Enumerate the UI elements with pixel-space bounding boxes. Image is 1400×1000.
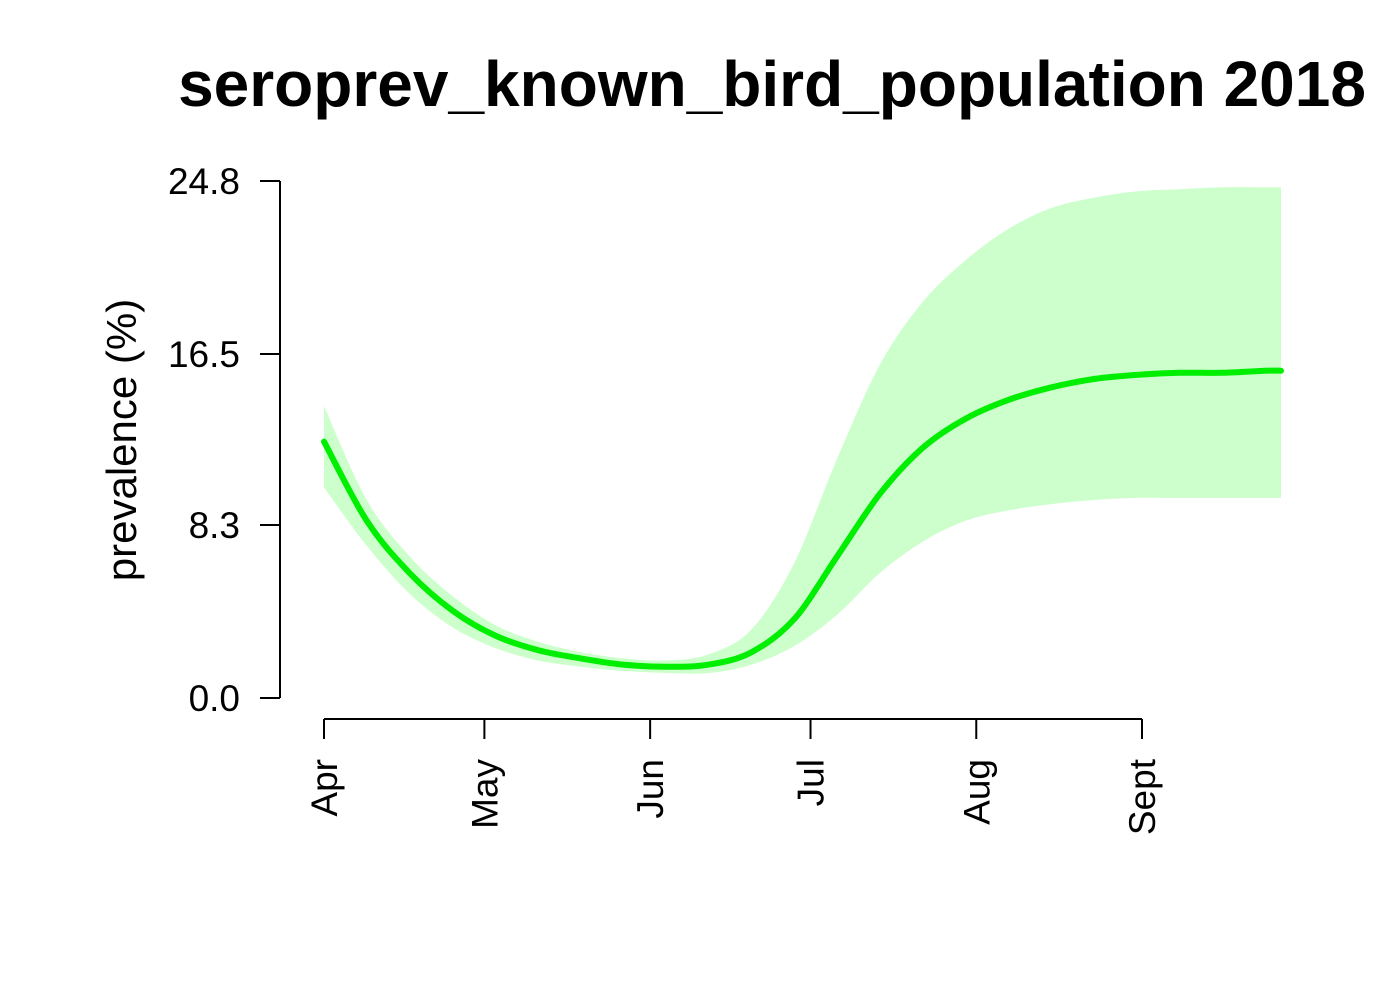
series-line-layer [321,367,1284,670]
series-line [321,367,1284,670]
y-tick-label: 0.0 [189,678,240,719]
x-tick-label: Aug [956,759,997,825]
x-tick-label: Apr [304,759,345,817]
x-tick-label: May [464,759,505,829]
y-tick-label: 8.3 [189,505,240,546]
confidence-band [324,187,1281,674]
x-axis: Apr May Jun Jul Aug Sept [304,718,1163,835]
y-tick-label: 16.5 [168,334,240,375]
x-tick-label: Sept [1122,758,1163,835]
y-tick-label: 24.8 [168,161,240,202]
y-axis-title: prevalence (%) [98,299,145,581]
y-axis: 0.0 8.3 16.5 24.8 [168,161,281,719]
x-tick-label: Jun [630,759,671,819]
chart-title: seroprev_known_bird_population 2018 [178,48,1366,120]
confidence-band-layer [324,187,1281,674]
x-tick-label: Jul [791,759,832,806]
